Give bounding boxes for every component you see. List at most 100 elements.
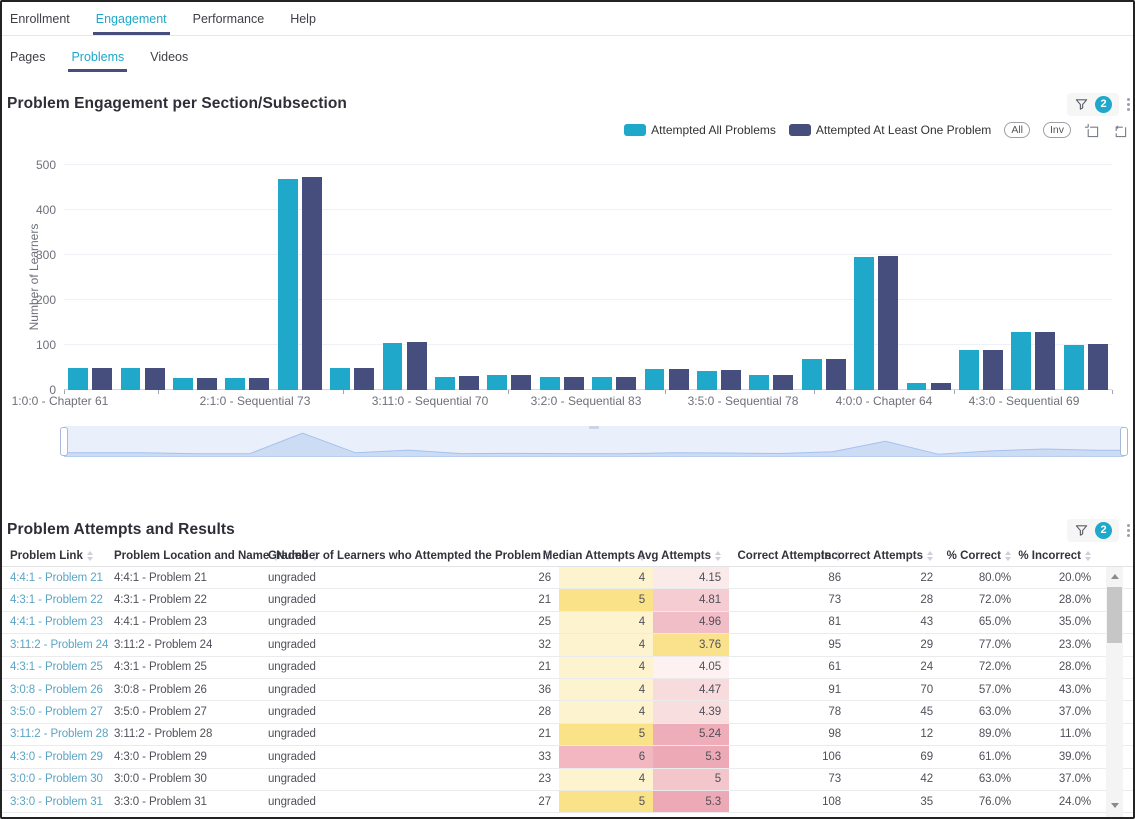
bar-attempted-at-least-one-problem[interactable] — [931, 383, 951, 390]
scroll-up-arrow[interactable] — [1106, 569, 1123, 584]
cell-learners-attempted: 36 — [318, 679, 559, 700]
bar-attempted-all-problems[interactable] — [173, 378, 193, 390]
cell-incorrect-attempts: 28 — [849, 589, 941, 610]
tab-label: Pages — [10, 50, 45, 64]
cell-pct-correct: 57.0% — [941, 679, 1019, 700]
cell-problem-link[interactable]: 3:11:2 - Problem 24 — [2, 634, 106, 655]
tab-enrollment[interactable]: Enrollment — [10, 2, 70, 35]
bar-attempted-all-problems[interactable] — [907, 383, 927, 390]
bar-attempted-all-problems[interactable] — [540, 377, 560, 391]
bar-attempted-at-least-one-problem[interactable] — [511, 375, 531, 390]
table-filter-control[interactable]: 2 — [1067, 519, 1119, 542]
column-header-learners-attempted[interactable]: Number of Learners who Attempted the Pro… — [318, 545, 559, 567]
tab-problems[interactable]: Problems — [71, 36, 124, 78]
column-header-problem-location-name[interactable]: Problem Location and Name — [106, 545, 260, 567]
legend-select-all-button[interactable]: All — [1004, 122, 1030, 138]
bar-attempted-all-problems[interactable] — [854, 257, 874, 390]
cell-avg-attempts: 4.05 — [653, 657, 729, 678]
cell-graded: ungraded — [260, 679, 318, 700]
bar-attempted-at-least-one-problem[interactable] — [616, 377, 636, 390]
bar-attempted-all-problems[interactable] — [68, 368, 88, 391]
scroll-down-arrow[interactable] — [1106, 798, 1123, 813]
legend-item-attempted-all[interactable]: Attempted All Problems — [624, 123, 776, 137]
bar-attempted-all-problems[interactable] — [1064, 345, 1084, 390]
cell-problem-link[interactable]: 4:3:1 - Problem 22 — [2, 589, 106, 610]
bar-attempted-at-least-one-problem[interactable] — [669, 369, 689, 390]
bar-attempted-at-least-one-problem[interactable] — [721, 370, 741, 390]
cell-median-attempts: 5 — [559, 589, 653, 610]
bar-attempted-at-least-one-problem[interactable] — [773, 375, 793, 390]
legend-invert-button[interactable]: Inv — [1043, 122, 1071, 138]
zoom-reset-icon[interactable] — [1112, 123, 1127, 138]
bar-attempted-all-problems[interactable] — [487, 375, 507, 390]
cell-problem-link[interactable]: 3:11:2 - Problem 28 — [2, 724, 106, 745]
cell-problem-link[interactable]: 4:3:1 - Problem 25 — [2, 657, 106, 678]
tab-help[interactable]: Help — [290, 2, 316, 35]
brush-handle-left[interactable] — [60, 427, 68, 456]
cell-problem-location-name: 4:3:1 - Problem 22 — [106, 589, 260, 610]
bar-attempted-at-least-one-problem[interactable] — [302, 177, 322, 390]
tab-pages[interactable]: Pages — [10, 36, 45, 78]
bar-attempted-at-least-one-problem[interactable] — [826, 359, 846, 391]
bar-attempted-all-problems[interactable] — [1011, 332, 1031, 390]
legend-item-attempted-one[interactable]: Attempted At Least One Problem — [789, 123, 991, 137]
bar-attempted-at-least-one-problem[interactable] — [407, 342, 427, 390]
table-menu-kebab-icon[interactable] — [1126, 522, 1131, 539]
column-header-pct-incorrect[interactable]: % Incorrect — [1019, 545, 1099, 567]
scrollbar-thumb[interactable] — [1107, 587, 1122, 643]
bar-attempted-all-problems[interactable] — [278, 179, 298, 391]
zoom-select-icon[interactable] — [1084, 123, 1099, 138]
bar-attempted-at-least-one-problem[interactable] — [878, 256, 898, 390]
column-header-problem-link[interactable]: Problem Link — [2, 545, 106, 567]
cell-graded: ungraded — [260, 791, 318, 812]
tab-videos[interactable]: Videos — [150, 36, 188, 78]
bar-attempted-all-problems[interactable] — [330, 368, 350, 390]
brush-handle-right[interactable] — [1120, 427, 1128, 456]
zoom-brush[interactable] — [64, 426, 1124, 457]
bar-attempted-all-problems[interactable] — [645, 369, 665, 390]
cell-problem-link[interactable]: 4:4:1 - Problem 21 — [2, 567, 106, 588]
bar-attempted-all-problems[interactable] — [749, 375, 769, 390]
bar-attempted-at-least-one-problem[interactable] — [197, 378, 217, 390]
cell-problem-link[interactable]: 3:0:8 - Problem 26 — [2, 679, 106, 700]
bar-attempted-all-problems[interactable] — [697, 371, 717, 390]
bar-attempted-at-least-one-problem[interactable] — [459, 376, 479, 390]
chart-menu-kebab-icon[interactable] — [1126, 96, 1131, 113]
bar-attempted-at-least-one-problem[interactable] — [1035, 332, 1055, 391]
column-header-incorrect-attempts[interactable]: Incorrect Attempts — [849, 545, 941, 567]
bar-attempted-all-problems[interactable] — [383, 343, 403, 390]
chart-filter-control[interactable]: 2 — [1067, 93, 1119, 116]
cell-problem-link[interactable]: 4:4:1 - Problem 23 — [2, 612, 106, 633]
cell-learners-attempted: 21 — [318, 589, 559, 610]
bar-attempted-all-problems[interactable] — [802, 359, 822, 390]
bar-attempted-at-least-one-problem[interactable] — [92, 368, 112, 391]
table-scrollbar[interactable] — [1106, 567, 1123, 817]
axis-tick — [954, 390, 955, 394]
cell-problem-link[interactable]: 3:5:0 - Problem 27 — [2, 701, 106, 722]
column-header-label: Avg Attempts — [637, 550, 711, 562]
cell-median-attempts: 4 — [559, 701, 653, 722]
tab-performance[interactable]: Performance — [193, 2, 265, 35]
bar-attempted-all-problems[interactable] — [435, 377, 455, 391]
cell-correct-attempts: 73 — [729, 769, 849, 790]
bar-attempted-all-problems[interactable] — [121, 368, 141, 391]
bar-attempted-at-least-one-problem[interactable] — [564, 377, 584, 391]
cell-incorrect-attempts: 29 — [849, 634, 941, 655]
bar-attempted-all-problems[interactable] — [959, 350, 979, 390]
bar-attempted-at-least-one-problem[interactable] — [983, 350, 1003, 391]
column-header-avg-attempts[interactable]: Avg Attempts — [653, 545, 729, 567]
bar-attempted-at-least-one-problem[interactable] — [249, 378, 269, 390]
brush-grip[interactable] — [589, 426, 599, 429]
bar-attempted-all-problems[interactable] — [225, 378, 245, 390]
cell-correct-attempts: 108 — [729, 791, 849, 812]
cell-problem-link[interactable]: 4:3:0 - Problem 29 — [2, 746, 106, 767]
column-header-pct-correct[interactable]: % Correct — [941, 545, 1019, 567]
bar-attempted-at-least-one-problem[interactable] — [1088, 344, 1108, 390]
cell-problem-link[interactable]: 3:3:0 - Problem 31 — [2, 791, 106, 812]
tab-engagement[interactable]: Engagement — [96, 2, 167, 35]
cell-problem-link[interactable]: 3:0:0 - Problem 30 — [2, 769, 106, 790]
bar-attempted-at-least-one-problem[interactable] — [145, 368, 165, 391]
column-header-label: Number of Learners who Attempted the Pro… — [276, 550, 541, 562]
bar-attempted-all-problems[interactable] — [592, 377, 612, 390]
bar-attempted-at-least-one-problem[interactable] — [354, 368, 374, 390]
